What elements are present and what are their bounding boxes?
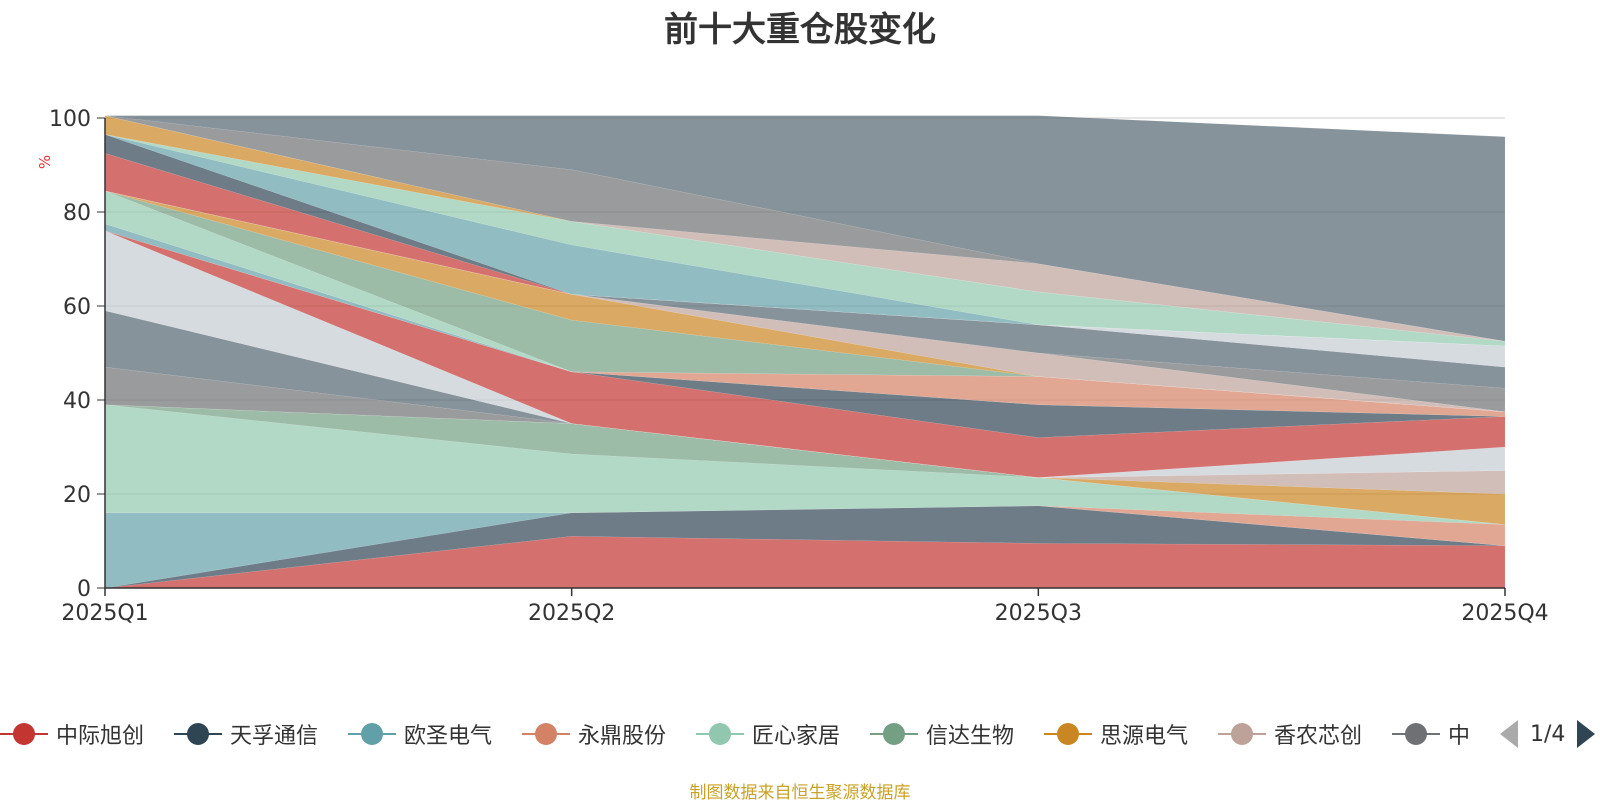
- y-tick-label: 100: [49, 107, 91, 132]
- legend-marker-dot: [1231, 723, 1253, 745]
- legend-item[interactable]: 香农芯创: [1218, 714, 1362, 754]
- y-tick-label: 20: [63, 483, 91, 508]
- legend-marker-icon: [348, 722, 396, 746]
- legend-item[interactable]: 中国平安: [1392, 714, 1470, 754]
- chart-plot: 0 20 40 60 80 100 2025Q1 2025Q2 2025Q3 2025Q4 %: [36, 107, 1549, 626]
- area-series-12: [104, 230, 1506, 478]
- y-tick-label: 80: [63, 201, 91, 226]
- legend-label: 中国平安: [1448, 724, 1470, 749]
- legend-marker-icon: [1218, 722, 1266, 746]
- legend-next-arrow-icon[interactable]: [1577, 720, 1596, 748]
- area-series-20: [104, 190, 1506, 413]
- x-tick-label: 2025Q4: [1461, 601, 1548, 626]
- legend-label: 永鼎股份: [578, 724, 667, 749]
- legend-page-indicator: 1/4: [1530, 721, 1566, 747]
- area-series-5: [104, 404, 1506, 525]
- legend-marker-dot: [883, 723, 905, 745]
- stacked-areas: [104, 115, 1506, 589]
- legend-prev-arrow-icon[interactable]: [1500, 720, 1518, 748]
- legend-marker-dot: [1057, 723, 1079, 745]
- legend-marker-icon: [870, 722, 918, 746]
- area-series-16: [104, 190, 1506, 412]
- area-series-8: [104, 404, 1506, 495]
- legend-item[interactable]: 天孚通信: [174, 714, 318, 754]
- chart-title: 前十大重仓股变化: [664, 10, 936, 50]
- legend-marker-icon: [0, 722, 48, 746]
- area-series-26: [104, 134, 1506, 347]
- area-series-15: [104, 223, 1506, 417]
- legend-item[interactable]: 信达生物: [870, 714, 1014, 754]
- area-series-27: [104, 115, 1506, 342]
- axes: 0 20 40 60 80 100 2025Q1 2025Q2 2025Q3 2025Q4: [49, 107, 1549, 626]
- legend-marker-dot: [535, 723, 557, 745]
- legend-label: 香农芯创: [1274, 724, 1363, 749]
- area-series-4: [105, 505, 1506, 546]
- legend-pager: 1/4: [1500, 716, 1596, 752]
- legend-marker-icon: [1044, 722, 1092, 746]
- y-tick-label: 60: [63, 295, 91, 320]
- area-series-24: [104, 134, 1506, 347]
- legend-marker-dot: [361, 723, 383, 745]
- legend-label: 信达生物: [926, 724, 1015, 749]
- legend-label: 匠心家居: [752, 724, 841, 749]
- x-tick-label: 2025Q3: [995, 601, 1082, 626]
- x-tick-label: 2025Q1: [61, 601, 148, 626]
- area-series-7: [104, 404, 1506, 525]
- legend-marker-dot: [187, 723, 209, 745]
- legend-marker-icon: [1392, 722, 1440, 746]
- area-series-21: [104, 190, 1506, 389]
- area-series-23: [104, 152, 1506, 347]
- legend-marker-icon: [696, 722, 744, 746]
- y-tick-label: 40: [63, 389, 91, 414]
- area-series-22: [104, 190, 1506, 368]
- area-series-3: [104, 505, 1506, 589]
- legend-item[interactable]: 欧圣电气: [348, 714, 492, 754]
- area-series-11: [104, 230, 1506, 478]
- legend-label: 天孚通信: [230, 724, 319, 749]
- legend: 中际旭创 天孚通信 欧圣电气 永鼎股份 匠心家居 信达生物 思源电气 香农芯创 中国平安: [0, 714, 1470, 754]
- y-axis-label: %: [36, 155, 54, 169]
- area-series-30: [104, 115, 1506, 342]
- x-tick-label: 2025Q2: [528, 601, 615, 626]
- legend-item[interactable]: 匠心家居: [696, 714, 840, 754]
- legend-label: 欧圣电气: [404, 724, 493, 749]
- legend-label: 思源电气: [1100, 724, 1189, 749]
- legend-marker-dot: [709, 723, 731, 745]
- y-tick-label: 0: [77, 577, 91, 602]
- source-footer: 制图数据来自恒生聚源数据库: [689, 783, 911, 803]
- legend-label: 中际旭创: [56, 724, 145, 749]
- legend-marker-icon: [174, 722, 222, 746]
- legend-marker-dot: [1405, 723, 1427, 745]
- legend-item[interactable]: 思源电气: [1044, 714, 1188, 754]
- legend-item[interactable]: 永鼎股份: [522, 714, 666, 754]
- legend-item[interactable]: 中际旭创: [0, 714, 144, 754]
- legend-marker-dot: [13, 723, 35, 745]
- legend-marker-icon: [522, 722, 570, 746]
- area-series-14: [104, 223, 1506, 417]
